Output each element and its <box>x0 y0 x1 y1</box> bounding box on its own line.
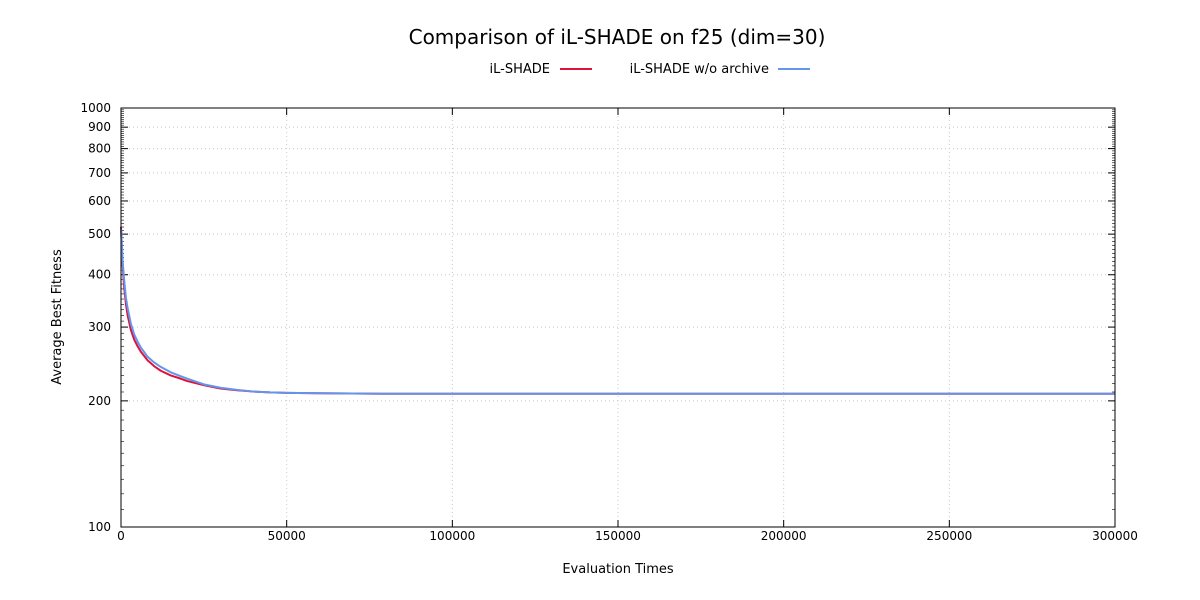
y-tick-label: 700 <box>88 166 111 180</box>
chart-title: Comparison of iL-SHADE on f25 (dim=30) <box>409 25 826 49</box>
series-line-2 <box>120 228 1115 395</box>
y-tick-label: 900 <box>88 120 111 134</box>
legend: iL-SHADE iL-SHADE w/o archive <box>490 62 810 77</box>
y-tick-label: 100 <box>88 520 111 534</box>
x-tick-label: 0 <box>117 529 125 543</box>
x-axis-label: Evaluation Times <box>562 562 674 577</box>
y-tick-label: 800 <box>88 142 111 156</box>
x-tick-label: 300000 <box>1092 529 1138 543</box>
x-axis-ticks: 0 50000 100000 150000 200000 250000 300000 <box>117 108 1138 543</box>
series-lines <box>120 226 1115 395</box>
y-axis-label: Average Best Fitness <box>50 249 65 385</box>
x-tick-label: 50000 <box>268 529 306 543</box>
y-tick-label: 600 <box>88 194 111 208</box>
y-tick-label: 500 <box>88 227 111 241</box>
x-tick-label: 250000 <box>926 529 972 543</box>
legend-label-series-1: iL-SHADE <box>490 62 550 77</box>
y-tick-label: 400 <box>88 268 111 282</box>
y-tick-label: 300 <box>88 320 111 334</box>
legend-label-series-2: iL-SHADE w/o archive <box>630 62 769 77</box>
x-tick-label: 200000 <box>761 529 807 543</box>
y-tick-label: 1000 <box>80 101 111 115</box>
x-tick-label: 100000 <box>429 529 475 543</box>
x-tick-label: 150000 <box>595 529 641 543</box>
grid <box>121 108 1115 527</box>
y-tick-label: 200 <box>88 394 111 408</box>
plot-frame <box>120 107 1116 528</box>
